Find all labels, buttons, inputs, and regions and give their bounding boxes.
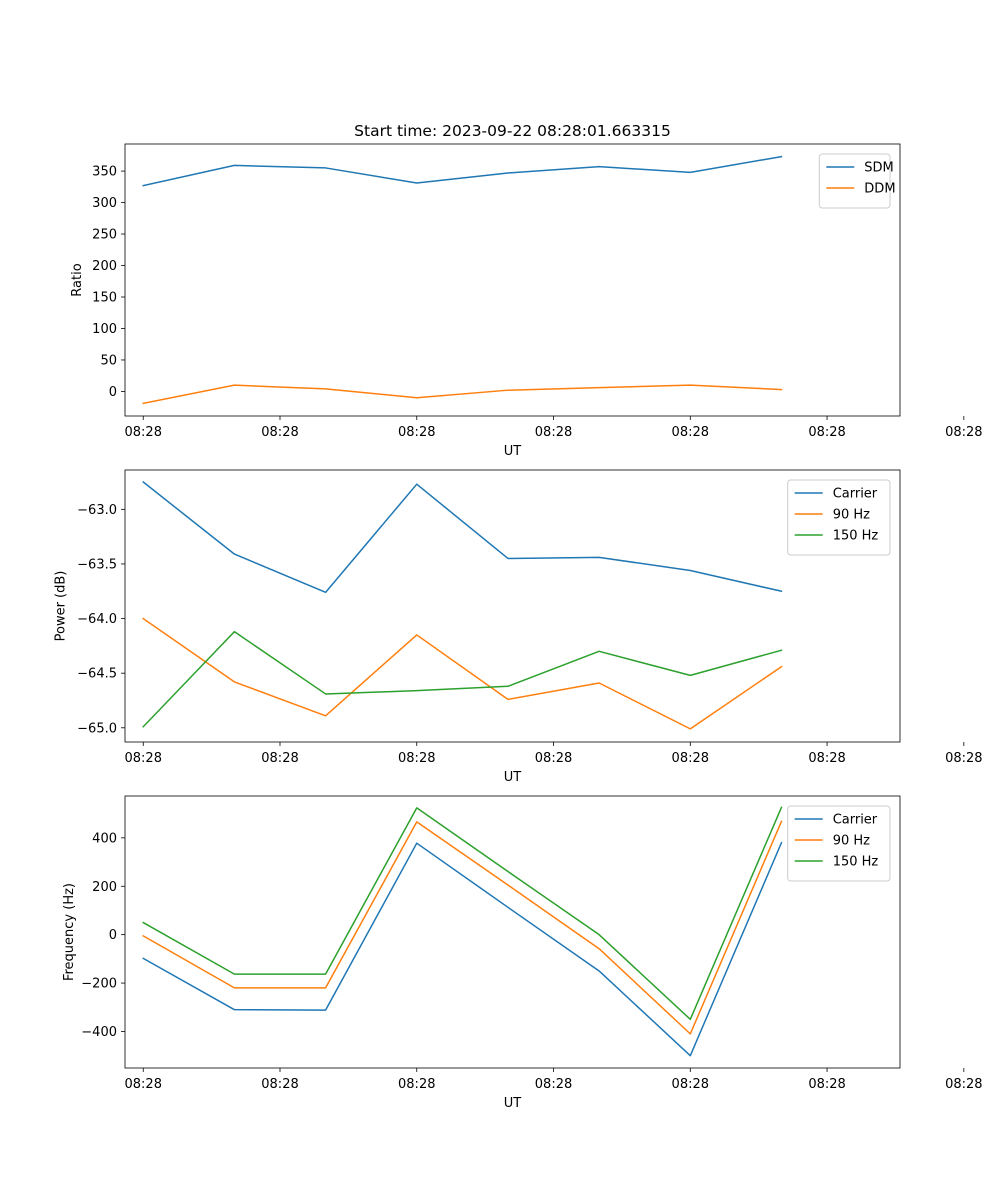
y-tick-label: 300 bbox=[92, 196, 117, 211]
x-tick-label: 08:28 bbox=[535, 425, 572, 440]
y-tick-label: 250 bbox=[92, 228, 117, 243]
series-line-ddm bbox=[142, 384, 783, 405]
x-tick-label: 08:28 bbox=[398, 751, 435, 766]
axes-frame bbox=[124, 143, 901, 417]
y-tick-label: 150 bbox=[92, 291, 117, 306]
series-line-90-hz bbox=[142, 820, 783, 1035]
legend-label: 90 Hz bbox=[833, 508, 870, 523]
legend-label: SDM bbox=[864, 161, 893, 176]
chart-panel-2: 08:28 08:28 08:28 08:28 08:28 08:28 08:28 −65.0… bbox=[54, 469, 983, 785]
axes-frame bbox=[124, 795, 901, 1069]
y-tick-label: 100 bbox=[92, 322, 117, 337]
x-tick-label: 08:28 bbox=[261, 1077, 298, 1092]
chart-title: Start time: 2023-09-22 08:28:01.663315 bbox=[354, 122, 671, 140]
series-line-150-hz bbox=[142, 630, 783, 728]
y-tick-label: −400 bbox=[81, 1025, 117, 1040]
legend: Carrier 90 Hz 150 Hz bbox=[787, 805, 891, 882]
legend-box bbox=[787, 805, 891, 882]
chart-panel-3: 08:28 08:28 08:28 08:28 08:28 08:28 08:28 −400 −… bbox=[62, 795, 983, 1111]
x-tick-label: 08:28 bbox=[672, 425, 709, 440]
x-tick-label: 08:28 bbox=[125, 1077, 162, 1092]
y-axis-label: Power (dB) bbox=[54, 571, 69, 642]
legend-label: 90 Hz bbox=[833, 834, 870, 849]
legend-label: 150 Hz bbox=[833, 855, 879, 870]
x-tick-label: 08:28 bbox=[808, 1077, 845, 1092]
y-axis-label: Ratio bbox=[70, 263, 85, 296]
x-tick-label: 08:28 bbox=[945, 1077, 982, 1092]
y-tick-label: 200 bbox=[92, 880, 117, 895]
series-line-carrier bbox=[142, 841, 783, 1057]
legend: Carrier 90 Hz 150 Hz bbox=[787, 479, 891, 556]
series-line-90-hz bbox=[142, 617, 783, 730]
x-tick-label: 08:28 bbox=[261, 751, 298, 766]
x-axis-label: UT bbox=[504, 770, 522, 785]
y-tick-label: 0 bbox=[109, 385, 117, 400]
x-tick-label: 08:28 bbox=[398, 425, 435, 440]
x-tick-label: 08:28 bbox=[535, 751, 572, 766]
legend-label: 150 Hz bbox=[833, 529, 879, 544]
y-tick-label: −63.0 bbox=[77, 503, 117, 518]
x-tick-label: 08:28 bbox=[125, 751, 162, 766]
legend-box bbox=[787, 479, 891, 556]
x-tick-label: 08:28 bbox=[808, 425, 845, 440]
x-tick-label: 08:28 bbox=[398, 1077, 435, 1092]
legend-label: Carrier bbox=[833, 813, 878, 828]
chart-panel-1: 08:28 08:28 08:28 08:28 08:28 08:28 08:28 0 50 10… bbox=[70, 122, 982, 459]
x-tick-label: 08:28 bbox=[945, 425, 982, 440]
x-axis-label: UT bbox=[504, 444, 522, 459]
legend-label: Carrier bbox=[833, 487, 878, 502]
y-tick-label: 350 bbox=[92, 165, 117, 180]
x-axis-label: UT bbox=[504, 1096, 522, 1111]
x-tick-label: 08:28 bbox=[808, 751, 845, 766]
series-line-150-hz bbox=[142, 806, 783, 1021]
x-tick-label: 08:28 bbox=[945, 751, 982, 766]
y-tick-label: −64.5 bbox=[77, 667, 117, 682]
series-line-carrier bbox=[142, 480, 783, 594]
y-tick-label: −64.0 bbox=[77, 612, 117, 627]
x-tick-label: 08:28 bbox=[125, 425, 162, 440]
x-tick-label: 08:28 bbox=[672, 1077, 709, 1092]
y-tick-label: 50 bbox=[100, 353, 117, 368]
y-axis-label: Frequency (Hz) bbox=[62, 883, 77, 981]
axes-frame bbox=[124, 469, 901, 743]
y-tick-label: −63.5 bbox=[77, 557, 117, 572]
legend: SDM DDM bbox=[818, 153, 896, 209]
x-tick-label: 08:28 bbox=[672, 751, 709, 766]
x-tick-label: 08:28 bbox=[535, 1077, 572, 1092]
y-tick-label: 400 bbox=[92, 831, 117, 846]
y-tick-label: 0 bbox=[109, 928, 117, 943]
x-tick-label: 08:28 bbox=[261, 425, 298, 440]
y-tick-label: 200 bbox=[92, 259, 117, 274]
legend-label: DDM bbox=[864, 182, 895, 197]
series-line-sdm bbox=[142, 155, 783, 187]
y-tick-label: −65.0 bbox=[77, 721, 117, 736]
y-tick-label: −200 bbox=[81, 977, 117, 992]
